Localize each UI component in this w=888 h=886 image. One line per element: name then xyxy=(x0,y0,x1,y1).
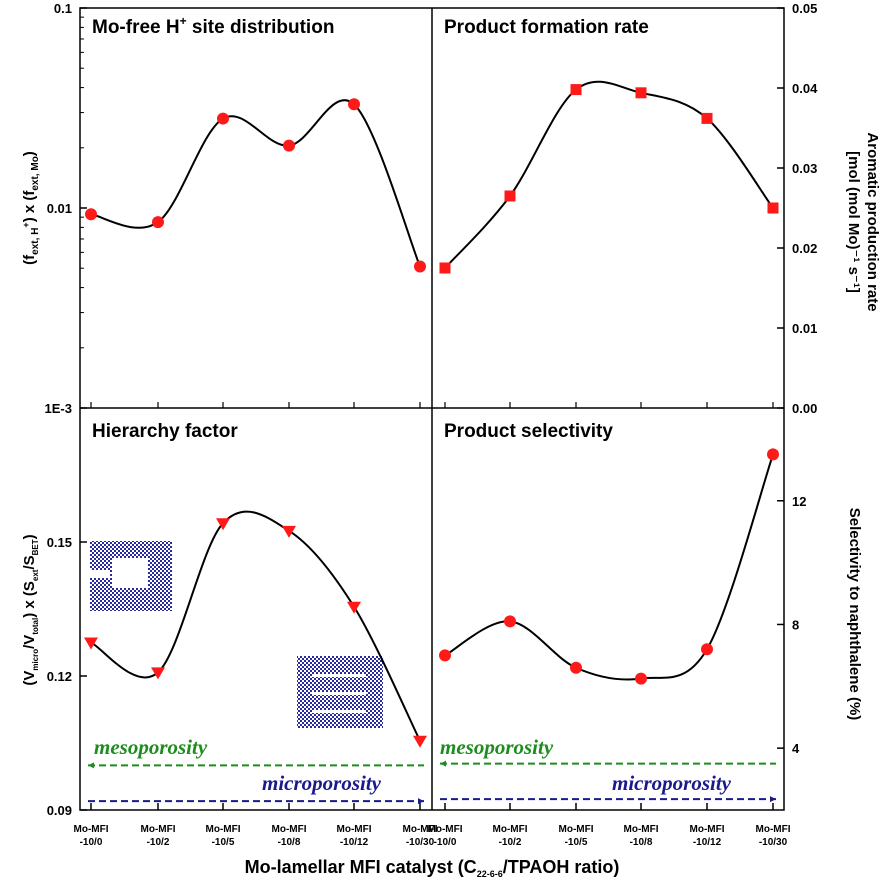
open-lamellar-structure-icon xyxy=(90,541,172,611)
x-category-sublabel: -10/12 xyxy=(693,837,722,848)
y-tick-label-bottom-left: 0.12 xyxy=(47,669,72,684)
data-point-bottom-left-4 xyxy=(347,601,361,614)
microporosity-arrow-bottom-right xyxy=(770,796,776,803)
data-point-top-right-4 xyxy=(701,112,713,124)
x-category-label: Mo-MFI xyxy=(272,824,307,835)
data-point-bottom-left-0 xyxy=(84,637,98,650)
data-point-bottom-right-5 xyxy=(767,448,779,461)
y-tick-label-bottom-left: 0.15 xyxy=(47,535,72,550)
microporosity-label-right: microporosity xyxy=(612,771,732,795)
x-category-sublabel: -10/2 xyxy=(147,837,170,848)
data-point-top-left-0 xyxy=(85,208,97,221)
microporosity-label-left: microporosity xyxy=(262,771,382,795)
x-category-label: Mo-MFI xyxy=(206,824,241,835)
data-point-bottom-right-3 xyxy=(635,672,647,685)
data-point-top-right-3 xyxy=(635,87,647,99)
panel-title-product-selectivity: Product selectivity xyxy=(444,421,613,442)
x-category-sublabel: -10/8 xyxy=(278,837,301,848)
x-category-sublabel: -10/0 xyxy=(80,837,103,848)
panel-title-site-distribution: Mo-free H+ site distribution xyxy=(92,14,334,38)
data-point-bottom-right-1 xyxy=(504,615,516,628)
x-axis-title: Mo-lamellar MFI catalyst (C22-6-6/TPAOH … xyxy=(245,857,620,879)
x-category-label: Mo-MFI xyxy=(624,824,659,835)
dense-lamellar-structure-icon xyxy=(297,656,383,728)
data-point-bottom-right-4 xyxy=(701,643,713,656)
y-tick-label-top-right: 0.04 xyxy=(792,81,818,96)
y-tick-label-bottom-right: 8 xyxy=(792,617,799,632)
x-category-sublabel: -10/30 xyxy=(406,837,435,848)
data-point-top-left-4 xyxy=(348,98,360,111)
data-point-bottom-left-1 xyxy=(151,667,165,680)
y-axis-title-top-right-line2: [mol (mol Mo)⁻¹ s⁻¹] xyxy=(845,151,862,293)
panel-title-hierarchy-factor: Hierarchy factor xyxy=(92,421,238,442)
y-tick-label-top-left: 0.1 xyxy=(54,1,72,16)
data-point-bottom-right-0 xyxy=(439,649,451,662)
x-category-sublabel: -10/5 xyxy=(212,837,235,848)
data-point-top-left-5 xyxy=(414,260,426,273)
x-category-sublabel: -10/2 xyxy=(499,837,522,848)
y-tick-label-top-left: 0.01 xyxy=(47,201,72,216)
y-tick-label-bottom-right: 12 xyxy=(792,494,806,509)
x-category-label: Mo-MFI xyxy=(403,824,438,835)
data-point-top-right-0 xyxy=(439,262,451,274)
x-category-label: Mo-MFI xyxy=(493,824,528,835)
trend-curve-bottom-right xyxy=(444,454,774,681)
x-category-sublabel: -10/8 xyxy=(630,837,653,848)
y-tick-label-top-left: 1E-3 xyxy=(45,401,72,416)
data-point-top-right-1 xyxy=(504,190,516,202)
x-category-label: Mo-MFI xyxy=(756,824,791,835)
y-axis-title-top-right-line1: Aromatic production rate xyxy=(864,132,881,311)
y-tick-label-bottom-right: 4 xyxy=(792,741,800,756)
trend-curve-top-left xyxy=(90,99,421,267)
data-point-top-left-2 xyxy=(217,112,229,125)
chart-marks: 1E-3 0.01 0.1 0.00 0.01 0.02 0.03 0.04 0.05 0.09 0… xyxy=(45,1,819,848)
mesoporosity-arrow-bottom-left xyxy=(88,762,94,769)
y-tick-label-top-right: 0.01 xyxy=(792,321,817,336)
y-tick-label-top-right: 0.02 xyxy=(792,241,817,256)
y-axis-title-bottom-left: (Vmicro/Vtotal) x (Sext/SBET) xyxy=(21,534,40,685)
data-point-top-left-3 xyxy=(283,139,295,152)
data-point-bottom-left-3 xyxy=(282,525,296,538)
x-category-label: Mo-MFI xyxy=(141,824,176,835)
x-category-sublabel: -10/30 xyxy=(759,837,788,848)
panel-title-formation-rate: Product formation rate xyxy=(444,17,649,38)
x-category-sublabel: -10/0 xyxy=(434,837,457,848)
data-point-top-left-1 xyxy=(152,216,164,229)
data-point-top-right-2 xyxy=(570,84,582,96)
y-tick-label-top-right: 0.00 xyxy=(792,401,817,416)
mesoporosity-arrow-bottom-right xyxy=(440,760,446,767)
y-tick-label-top-right: 0.03 xyxy=(792,161,817,176)
x-category-label: Mo-MFI xyxy=(428,824,463,835)
data-point-bottom-left-2 xyxy=(216,518,230,531)
y-axis-title-bottom-right: Selectivity to naphthalene (%) xyxy=(846,508,863,721)
x-category-label: Mo-MFI xyxy=(337,824,372,835)
mesoporosity-label-right: mesoporosity xyxy=(440,735,554,759)
x-category-label: Mo-MFI xyxy=(690,824,725,835)
y-axis-title-top-left: (fext, H+) x (fext, Mo) xyxy=(21,151,41,265)
x-category-label: Mo-MFI xyxy=(74,824,109,835)
data-point-bottom-right-2 xyxy=(570,661,582,674)
data-point-top-right-5 xyxy=(767,202,779,214)
mesoporosity-label-left: mesoporosity xyxy=(94,735,208,759)
microporosity-arrow-bottom-left xyxy=(418,798,424,805)
y-tick-label-top-right: 0.05 xyxy=(792,1,817,16)
y-tick-label-bottom-left: 0.09 xyxy=(47,803,72,818)
trend-curve-top-right xyxy=(444,80,774,269)
x-category-label: Mo-MFI xyxy=(559,824,594,835)
data-point-bottom-left-5 xyxy=(413,735,427,748)
x-category-sublabel: -10/12 xyxy=(340,837,369,848)
x-category-sublabel: -10/5 xyxy=(565,837,588,848)
